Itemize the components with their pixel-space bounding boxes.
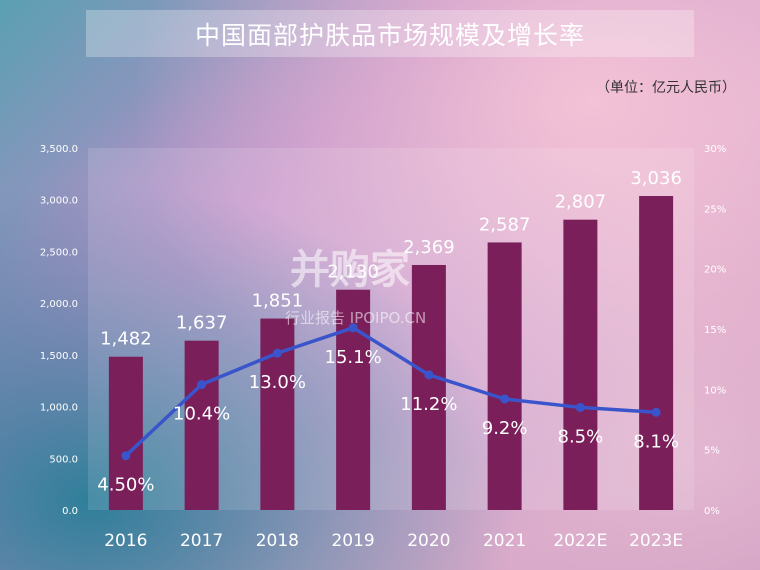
bar-value-label: 1,851 <box>252 291 304 312</box>
growth-value-label: 11.2% <box>400 394 457 415</box>
growth-value-label: 13.0% <box>249 372 306 393</box>
growth-point-2020 <box>424 370 434 380</box>
y-tick-label: 2,500.0 <box>40 247 78 258</box>
y-tick-label: 1,000.0 <box>40 403 78 414</box>
bar-series <box>108 195 674 511</box>
bar-value-label: 2,130 <box>327 262 379 283</box>
y-tick-label: 1,500.0 <box>40 351 78 362</box>
y-axis-ticks: 0.0 500.0 1,000.0 1,500.0 2,000.0 2,500.0 3,00… <box>40 144 78 517</box>
y2-tick-label: 0% <box>704 506 720 517</box>
growth-point-2018 <box>272 348 282 358</box>
y-tick-label: 0.0 <box>62 506 78 517</box>
bar-2023E <box>639 195 674 511</box>
bar-value-label: 1,482 <box>100 329 152 350</box>
growth-point-2016 <box>121 451 131 461</box>
growth-value-label: 8.1% <box>633 431 679 452</box>
x-axis-labels: 2016 2017 2018 2019 2020 2021 2022E 2023E <box>104 531 683 551</box>
chart-title: 中国面部护肤品市场规模及增长率 <box>194 20 585 50</box>
bar-value-label: 1,637 <box>176 313 228 334</box>
x-tick-label: 2021 <box>483 531 526 551</box>
x-tick-label: 2016 <box>104 531 147 551</box>
growth-point-2021 <box>500 394 510 404</box>
growth-value-label: 15.1% <box>325 347 382 368</box>
watermark-sub: 行业报告 IPOIPO.CN <box>285 309 426 327</box>
x-tick-label: 2018 <box>256 531 299 551</box>
x-tick-label: 2022E <box>553 531 607 551</box>
bar-2022E <box>563 219 598 510</box>
y2-axis-ticks: 0% 5% 10% 15% 20% 25% 30% <box>704 144 726 517</box>
y2-tick-label: 25% <box>704 204 726 215</box>
x-tick-label: 2017 <box>180 531 223 551</box>
bar-2020 <box>411 264 446 510</box>
y-tick-label: 500.0 <box>49 454 78 465</box>
growth-value-label: 9.2% <box>482 418 528 439</box>
bar-2018 <box>260 318 295 510</box>
growth-value-label: 10.4% <box>173 404 230 425</box>
y2-tick-label: 15% <box>704 325 726 336</box>
growth-point-2019 <box>348 323 358 333</box>
x-tick-label: 2023E <box>629 531 683 551</box>
x-tick-label: 2019 <box>331 531 374 551</box>
growth-point-2017 <box>197 380 207 390</box>
growth-value-labels: 4.50% 10.4% 13.0% 15.1% 11.2% 9.2% 8.5% 8.1% <box>97 347 679 496</box>
bar-2021 <box>487 242 522 510</box>
y-tick-label: 3,500.0 <box>40 144 78 155</box>
y2-tick-label: 30% <box>704 144 726 155</box>
growth-point-2022E <box>575 402 585 412</box>
watermark: 并购家 行业报告 IPOIPO.CN <box>285 247 426 327</box>
y-tick-label: 2,000.0 <box>40 299 78 310</box>
growth-line-series <box>121 323 661 461</box>
bar-value-label: 2,587 <box>479 214 531 235</box>
y2-tick-label: 5% <box>704 446 720 457</box>
y2-tick-label: 20% <box>704 265 726 276</box>
bar-value-label: 2,807 <box>555 192 607 213</box>
x-tick-label: 2020 <box>407 531 450 551</box>
unit-note: （单位：亿元人民币） <box>596 80 736 96</box>
y2-tick-label: 10% <box>704 385 726 396</box>
bar-value-labels: 1,482 1,637 1,851 2,130 2,369 2,587 2,807 3,036 <box>100 168 682 350</box>
growth-value-label: 8.5% <box>558 426 604 447</box>
bar-value-label: 3,036 <box>630 168 682 189</box>
growth-point-2023E <box>651 407 661 417</box>
bar-value-label: 2,369 <box>403 237 455 258</box>
growth-value-label: 4.50% <box>97 475 154 496</box>
y-tick-label: 3,000.0 <box>40 196 78 207</box>
chart-title-box: 中国面部护肤品市场规模及增长率 <box>86 10 694 57</box>
bar-2016 <box>108 356 143 510</box>
growth-line <box>124 326 657 457</box>
watermark-brand: 并购家 <box>290 247 410 293</box>
bar-2017 <box>184 340 219 510</box>
